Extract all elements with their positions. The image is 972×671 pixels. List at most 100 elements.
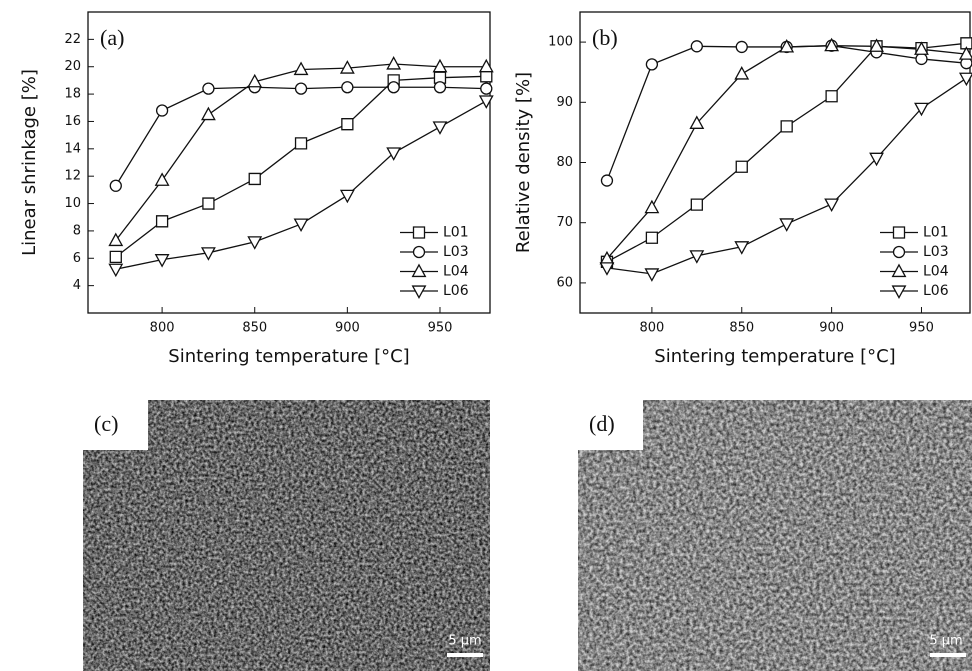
- marker: [734, 241, 750, 255]
- x-tick-label: 900: [819, 321, 844, 336]
- y-tick-label: 80: [556, 155, 573, 170]
- marker: [248, 172, 261, 186]
- marker: [869, 152, 884, 167]
- legend-marker: [892, 226, 906, 239]
- panel-label: (d): [589, 411, 615, 436]
- marker: [200, 106, 216, 121]
- marker: [432, 58, 448, 73]
- y-tick-label: 14: [64, 141, 81, 156]
- marker: [247, 73, 263, 88]
- marker: [387, 81, 400, 94]
- sem-image-c: (c) 5 µm: [83, 400, 490, 671]
- legend-marker: [891, 285, 907, 299]
- sem-image-d: (d) 5 µm: [578, 400, 972, 671]
- legend-label: L01: [443, 225, 469, 241]
- marker: [689, 250, 705, 264]
- legend-marker: [412, 226, 426, 239]
- marker: [294, 82, 308, 95]
- marker: [735, 160, 748, 173]
- marker: [779, 38, 795, 53]
- legend-marker: [411, 263, 427, 278]
- marker: [914, 102, 929, 117]
- marker: [645, 231, 659, 244]
- marker: [915, 52, 928, 66]
- marker: [202, 82, 215, 95]
- marker: [155, 104, 169, 117]
- y-tick-label: 70: [556, 215, 573, 230]
- x-tick-label: 950: [909, 321, 934, 336]
- marker: [339, 189, 355, 204]
- sem-texture: [578, 400, 972, 671]
- marker: [339, 60, 355, 74]
- x-tick-label: 900: [335, 321, 360, 336]
- y-tick-label: 100: [548, 35, 573, 50]
- marker: [154, 254, 170, 268]
- y-tick-label: 16: [64, 114, 81, 129]
- label-box: [578, 400, 643, 450]
- legend-label: L03: [923, 244, 949, 260]
- marker: [824, 37, 840, 52]
- panel-label: (c): [94, 411, 118, 436]
- legend-marker: [412, 245, 426, 259]
- series-line: [606, 45, 967, 181]
- y-tick-label: 22: [64, 32, 81, 47]
- series-line: [115, 86, 487, 187]
- marker: [690, 198, 703, 211]
- marker: [386, 56, 402, 70]
- marker: [480, 82, 493, 95]
- y-tick-label: 18: [64, 87, 81, 102]
- marker: [478, 58, 494, 73]
- y-tick-label: 12: [64, 169, 81, 184]
- marker: [825, 90, 838, 103]
- legend-marker: [892, 245, 906, 259]
- legend-marker: [411, 285, 427, 299]
- marker: [109, 250, 122, 264]
- x-tick-label: 800: [150, 321, 175, 336]
- marker: [869, 38, 884, 52]
- series-line: [606, 77, 967, 275]
- marker: [432, 121, 448, 135]
- legend-label: L06: [923, 283, 949, 299]
- panel-label: (b): [592, 25, 618, 50]
- x-tick-label: 950: [428, 321, 453, 336]
- scale-bar-label: 5 µm: [929, 634, 962, 649]
- panel-label: (a): [100, 25, 124, 50]
- label-box: [83, 400, 148, 450]
- y-tick-label: 8: [73, 223, 81, 238]
- legend-marker: [891, 263, 907, 278]
- marker: [154, 172, 170, 186]
- legend-label: L01: [923, 225, 949, 241]
- marker: [108, 232, 124, 247]
- x-axis-label: Sintering temperature [°C]: [654, 346, 895, 367]
- marker: [293, 61, 309, 76]
- marker: [644, 268, 660, 282]
- marker: [386, 147, 402, 161]
- y-axis-label: Relative density [%]: [513, 72, 534, 253]
- chart: 4 6 8 10 12 14 16 18 20 22 800 850 900 950 Sintering t…: [19, 11, 494, 367]
- y-tick-label: 10: [64, 196, 81, 211]
- marker: [478, 95, 494, 109]
- y-tick-label: 4: [73, 278, 81, 293]
- y-tick-label: 20: [64, 59, 81, 74]
- marker: [824, 198, 840, 212]
- x-tick-label: 850: [729, 321, 754, 336]
- marker: [599, 262, 615, 276]
- marker: [247, 236, 263, 250]
- marker: [202, 197, 215, 210]
- y-tick-label: 90: [556, 95, 573, 110]
- y-tick-label: 60: [556, 275, 573, 290]
- marker: [109, 179, 122, 192]
- marker: [690, 40, 703, 53]
- legend-label: L06: [443, 283, 469, 299]
- legend-label: L04: [923, 264, 949, 280]
- marker: [958, 46, 972, 60]
- marker: [294, 137, 308, 150]
- marker: [293, 218, 309, 233]
- x-tick-label: 800: [639, 321, 664, 336]
- marker: [433, 81, 447, 94]
- series-line: [115, 100, 487, 270]
- marker: [689, 115, 705, 129]
- marker: [779, 218, 795, 232]
